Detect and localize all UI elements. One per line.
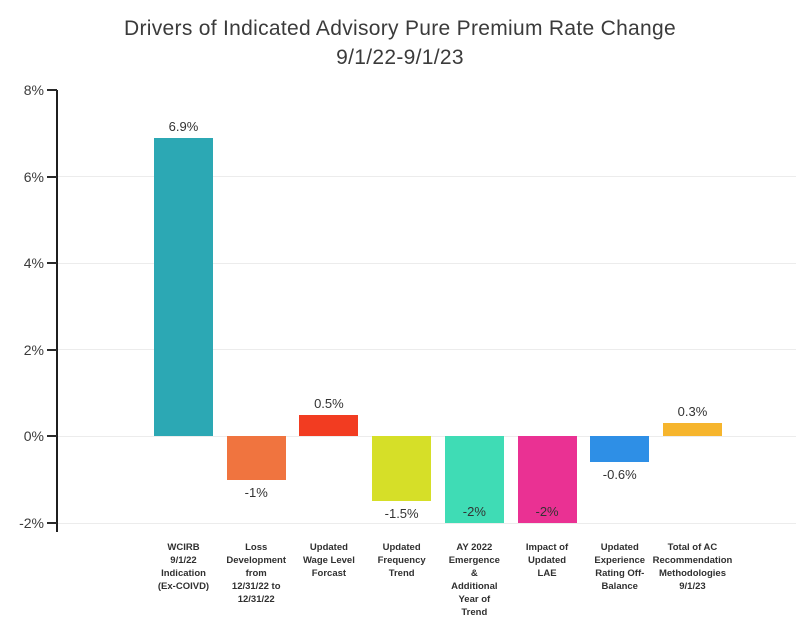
bar-6 [517,436,577,523]
chart-title-line2: 9/1/22-9/1/23 [336,46,464,69]
y-tick-2 [47,348,57,351]
bar-2 [226,436,286,480]
y-tick-8 [47,89,57,91]
y-tick-label--2: -2% [19,515,44,531]
bar-value-label-4: -1.5% [384,506,419,522]
bar-1 [154,137,213,437]
category-label-6: Impact of Updated LAE [525,542,569,579]
bar-7 [590,436,650,463]
category-label-3: Updated Wage Level Forcast [302,542,355,579]
bar-value-label-1: 6.9% [168,118,199,134]
y-tick-4 [47,262,57,265]
category-label-1: WCIRB 9/1/22 Indication (Ex-COIVD) [157,542,210,592]
bar-4 [372,436,432,502]
category-label-7: Updated Experience Rating Off- Balance [594,542,646,592]
y-tick-label-4: 4% [23,255,44,272]
y-tick-0 [47,435,57,438]
chart-title: Drivers of Indicated Advisory Pure Premi… [0,14,800,72]
bar-5 [444,436,504,523]
bar-8 [662,423,722,437]
y-axis-line [56,90,58,532]
y-tick-label-0: 0% [23,428,44,445]
y-tick-label-8: 8% [23,82,44,98]
bar-value-label-2: -1% [244,484,268,500]
bar-value-label-6: -2% [535,504,559,519]
bar-value-label-3: 0.5% [314,395,344,411]
gridline-6 [57,176,796,178]
y-tick-label-2: 2% [23,341,44,358]
y-tick-6 [47,175,57,178]
gridline-2 [57,349,796,351]
bar-value-label-7: -0.6% [602,467,637,483]
chart-title-line1: Drivers of Indicated Advisory Pure Premi… [124,17,676,40]
gridline-4 [57,262,796,264]
bar-value-label-5: -2% [462,504,486,519]
bar-3 [299,414,359,437]
gridline--2 [57,522,796,524]
category-label-8: Total of AC Recommendation Methodologies… [652,542,733,592]
category-label-2: Loss Development from 12/31/22 to 12/31/… [226,542,287,605]
bar-value-label-8: 0.3% [677,404,708,420]
y-tick--2 [47,522,57,524]
category-label-4: Updated Frequency Trend [377,542,426,579]
y-tick-label-6: 6% [23,168,44,185]
category-label-5: AY 2022 Emergence & Additional Year of T… [448,542,500,618]
